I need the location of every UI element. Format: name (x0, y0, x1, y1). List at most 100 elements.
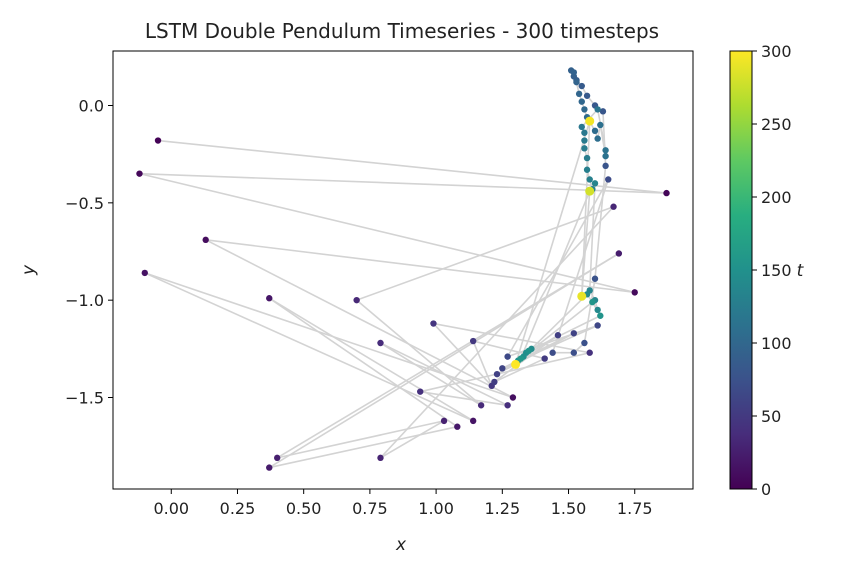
scatter-point (570, 69, 578, 76)
trajectory-segment (588, 183, 596, 291)
y-tick-label: −1.5 (65, 389, 104, 408)
scatter-point (517, 355, 525, 362)
scatter-point (610, 203, 617, 210)
scatter-point (573, 78, 580, 86)
scatter-point (549, 349, 556, 356)
scatter-point (491, 378, 498, 386)
scatter-point (597, 121, 604, 129)
colorbar: 0 50 100 150 200 250 300 t (729, 42, 805, 499)
trajectory-segment (594, 165, 607, 279)
colorbar-tick-label: 300 (761, 42, 792, 61)
scatter-point (578, 98, 585, 105)
scatter-point (586, 176, 593, 183)
scatter-point (353, 296, 360, 304)
scatter-point (602, 147, 609, 154)
scatter-point (417, 388, 424, 395)
trajectory-segment (356, 205, 614, 301)
scatter-point (469, 337, 477, 345)
scatter-point (509, 394, 517, 401)
trajectory-segment (432, 322, 493, 387)
scatter-point (597, 312, 604, 319)
colorbar-tick-label: 250 (761, 115, 792, 134)
trajectory-segment (514, 120, 591, 365)
colorbar-tick-label: 0 (761, 480, 771, 499)
scatter-point (594, 322, 601, 329)
scatter-point (615, 250, 623, 257)
scatter-point (591, 180, 599, 187)
scatter-point (266, 295, 273, 302)
scatter-point (525, 347, 532, 354)
trajectory-segment (380, 342, 482, 406)
trajectory-lines (139, 69, 667, 469)
x-axis-ticks: 0.00 0.25 0.50 0.75 1.00 1.25 1.50 1.75 (153, 489, 653, 518)
scatter-point (581, 339, 588, 347)
trajectory-segment (494, 357, 546, 383)
trajectory-segment (528, 315, 601, 352)
colorbar-label: t (797, 261, 805, 281)
trajectory-segment (144, 272, 514, 399)
trajectory-segment (530, 293, 588, 350)
scatter-point (541, 355, 548, 362)
scatter-point (454, 423, 461, 430)
scatter-point (202, 236, 209, 244)
trajectory-segment (157, 139, 667, 194)
scatter-point (440, 417, 448, 425)
scatter-point (136, 170, 143, 177)
trajectory-segment (268, 297, 474, 422)
trajectory-segment (433, 322, 590, 354)
scatter-point (583, 166, 591, 173)
x-tick-label: 0.50 (286, 499, 322, 518)
scatter-point (154, 137, 162, 144)
chart-title: LSTM Double Pendulum Timeseries - 300 ti… (145, 19, 659, 43)
scatter-point (377, 454, 384, 462)
scatter-point (602, 152, 609, 160)
trajectory-segment (520, 190, 591, 359)
scatter-point (430, 320, 437, 327)
scatter-point (570, 349, 578, 356)
scatter-point (578, 123, 585, 131)
scatter-point (511, 359, 521, 369)
x-axis-label: x (395, 535, 407, 555)
colorbar-tick-label: 200 (761, 188, 792, 207)
trajectory-segment (507, 324, 598, 358)
scatter-point (504, 402, 511, 409)
scatter-point (583, 154, 591, 162)
trajectory-segment (268, 297, 458, 428)
x-tick-label: 1.75 (617, 499, 653, 518)
scatter-point (663, 189, 670, 197)
y-axis-ticks: 0.0 −0.5 −1.0 −1.5 (65, 97, 113, 408)
trajectory-segment (583, 278, 596, 344)
scatter-point (594, 135, 601, 142)
scatter-point (594, 106, 601, 113)
scatter-point (591, 127, 599, 135)
scatter-point (493, 370, 501, 378)
x-tick-label: 1.00 (418, 499, 454, 518)
scatter-point (581, 129, 588, 136)
scatter-point (631, 289, 638, 296)
trajectory-segment (139, 172, 635, 294)
y-tick-label: −1.0 (65, 291, 104, 310)
colorbar-gradient (729, 50, 753, 490)
scatter-point (591, 275, 599, 282)
scatter-point (585, 116, 595, 126)
plot-frame (112, 50, 694, 490)
scatter-point (581, 106, 588, 113)
scatter-point (583, 92, 591, 99)
trajectory-segment (356, 299, 482, 406)
scatter-point (266, 464, 273, 471)
trajectory-segment (596, 109, 607, 151)
scatter-point (605, 176, 612, 183)
trajectory-segment (580, 121, 591, 297)
trajectory-segment (420, 390, 508, 407)
scatter-points (136, 67, 670, 471)
y-tick-label: −0.5 (65, 194, 104, 213)
x-tick-label: 1.25 (485, 499, 521, 518)
x-tick-label: 1.50 (551, 499, 587, 518)
scatter-point (594, 306, 601, 314)
scatter-point (504, 353, 511, 360)
scatter-point (581, 145, 588, 152)
trajectory-segment (269, 425, 458, 469)
scatter-point (141, 269, 148, 277)
trajectory-segment (420, 351, 590, 393)
